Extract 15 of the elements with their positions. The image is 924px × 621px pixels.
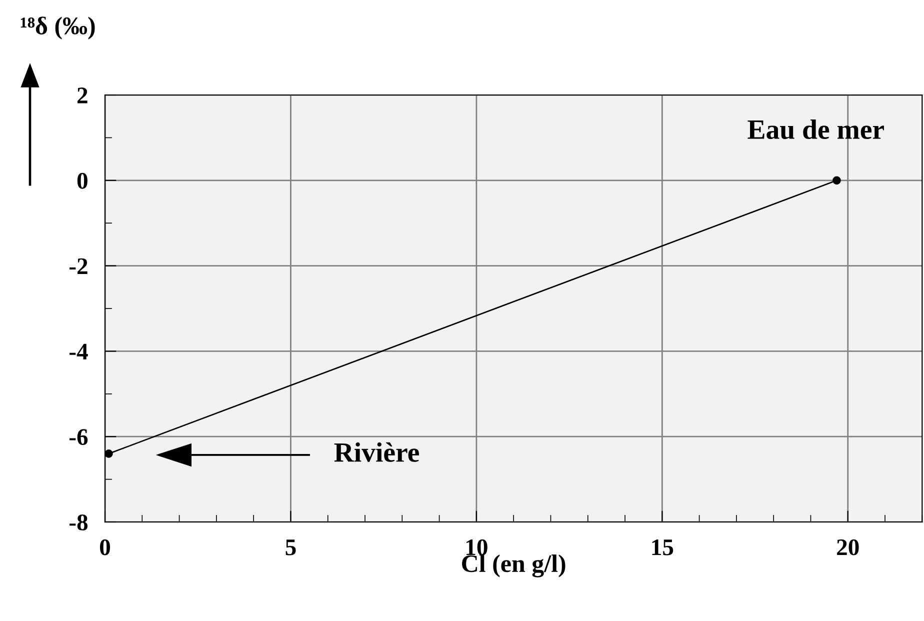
- y-tick-label: -6: [70, 429, 88, 446]
- x-tick-label: 0: [100, 539, 110, 556]
- annotation: Rivière: [334, 442, 419, 462]
- y-tick-label: 0: [77, 172, 88, 189]
- x-tick-label: 10: [466, 539, 488, 556]
- y-tick-label: 2: [78, 88, 88, 104]
- y-tick-label: -8: [70, 514, 88, 530]
- y-axis-title: ¹⁸δ (‰): [20, 16, 95, 40]
- annotation: Eau de mer: [748, 119, 884, 140]
- x-tick-label: 15: [652, 539, 674, 556]
- x-tick-label: 20: [837, 539, 859, 556]
- x-tick-label: 5: [286, 540, 296, 556]
- y-tick-label: -2: [70, 258, 88, 274]
- x-axis-title: Cl (en g/l): [462, 554, 566, 578]
- y-tick-label: -4: [70, 344, 88, 360]
